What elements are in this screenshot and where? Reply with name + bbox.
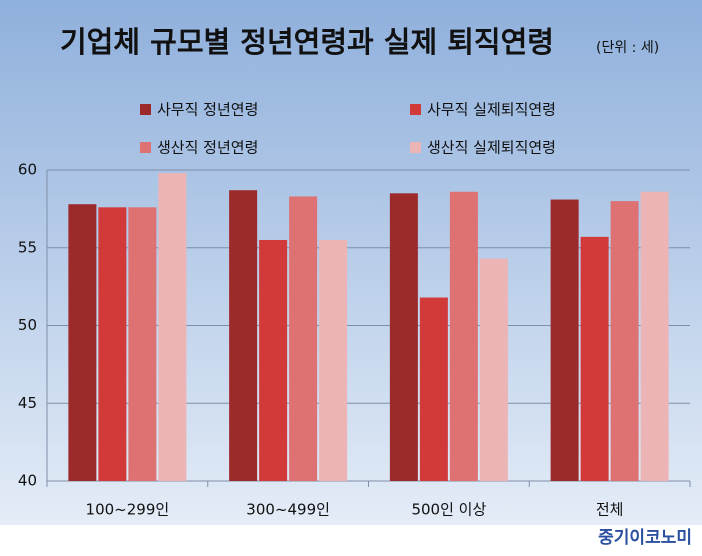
bar	[419, 297, 448, 481]
bar	[98, 207, 127, 481]
bar	[449, 191, 478, 481]
chart-subtitle: (단위 : 세)	[596, 40, 659, 56]
bar	[259, 239, 288, 481]
y-tick-label: 55	[18, 238, 37, 256]
bar	[128, 207, 157, 481]
y-tick-label: 40	[18, 472, 37, 490]
x-tick-label: 500인 이상	[411, 501, 486, 519]
x-tick-label: 전체	[596, 501, 624, 519]
y-tick-label: 60	[18, 161, 37, 179]
bar	[289, 196, 318, 481]
legend-label: 생산직 실제퇴직연령	[427, 139, 556, 157]
x-tick-label: 300~499인	[246, 501, 330, 519]
legend-swatch	[140, 142, 151, 153]
chart-title: 기업체 규모별 정년연령과 실제 퇴직연령	[60, 25, 554, 59]
bar	[158, 173, 187, 482]
legend-label: 사무직 실제퇴직연령	[427, 101, 556, 119]
bar	[389, 193, 418, 481]
legend-label: 생산직 정년연령	[157, 139, 258, 157]
bar	[319, 239, 348, 481]
bar	[479, 258, 508, 481]
legend-swatch	[140, 104, 151, 115]
y-tick-label: 45	[18, 394, 37, 412]
bar	[640, 191, 669, 481]
legend-label: 사무직 정년연령	[157, 101, 258, 119]
bar	[68, 204, 97, 481]
footer-band	[0, 525, 702, 552]
bar	[550, 199, 579, 482]
legend-swatch	[410, 142, 421, 153]
bar	[580, 236, 609, 481]
bar	[229, 190, 258, 481]
source: 중기이코노미	[598, 528, 692, 548]
x-tick-label: 100~299인	[86, 501, 170, 519]
y-tick-label: 50	[18, 316, 37, 334]
bar	[610, 201, 639, 481]
legend-swatch	[410, 104, 421, 115]
